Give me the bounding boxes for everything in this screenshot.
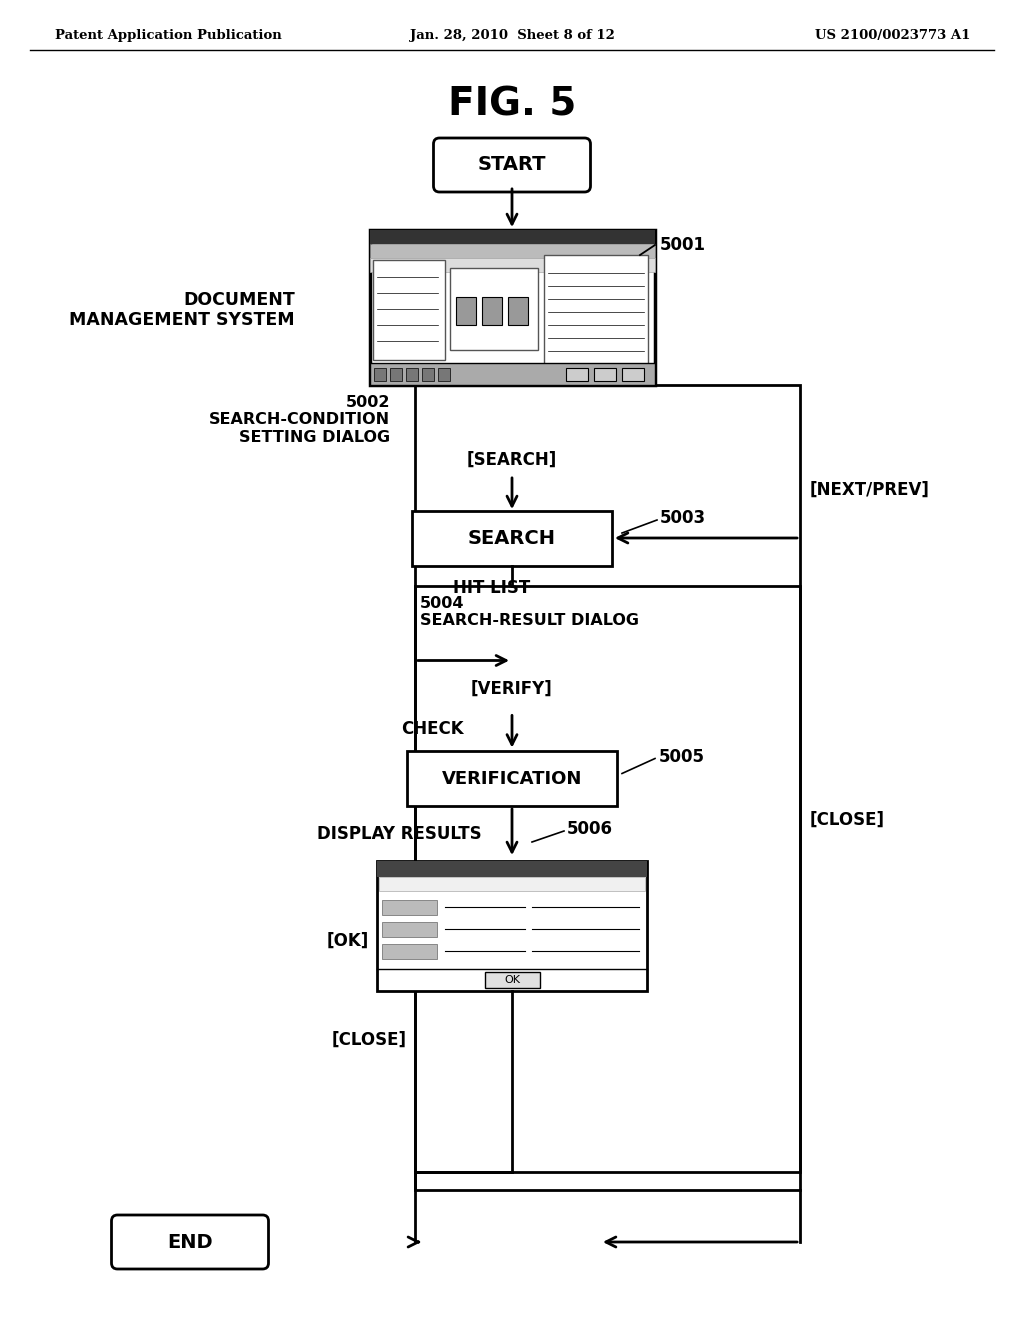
Bar bbox=[377, 861, 647, 991]
Text: US 2100/0023773 A1: US 2100/0023773 A1 bbox=[815, 29, 970, 41]
Bar bbox=[450, 268, 538, 350]
Bar bbox=[373, 260, 444, 360]
Bar bbox=[544, 255, 647, 366]
Text: HIT LIST: HIT LIST bbox=[454, 579, 530, 597]
Text: 5002
SEARCH-CONDITION
SETTING DIALOG: 5002 SEARCH-CONDITION SETTING DIALOG bbox=[209, 395, 390, 445]
Bar bbox=[456, 297, 475, 325]
Text: CHECK: CHECK bbox=[401, 719, 464, 738]
Text: [CLOSE]: [CLOSE] bbox=[810, 810, 885, 829]
Bar bbox=[370, 244, 654, 257]
Bar bbox=[415, 586, 800, 1172]
Text: OK: OK bbox=[504, 975, 520, 985]
Text: DISPLAY RESULTS: DISPLAY RESULTS bbox=[317, 825, 482, 843]
Text: [VERIFY]: [VERIFY] bbox=[471, 680, 553, 697]
Text: SEARCH: SEARCH bbox=[468, 528, 556, 548]
Text: 5004
SEARCH-RESULT DIALOG: 5004 SEARCH-RESULT DIALOG bbox=[420, 595, 639, 628]
Bar bbox=[377, 861, 647, 876]
Text: START: START bbox=[478, 156, 546, 174]
Text: FIG. 5: FIG. 5 bbox=[447, 86, 577, 124]
Bar bbox=[374, 368, 385, 381]
Bar bbox=[406, 368, 418, 381]
Text: 5001: 5001 bbox=[660, 236, 706, 253]
Bar bbox=[437, 368, 450, 381]
Text: DOCUMENT
MANAGEMENT SYSTEM: DOCUMENT MANAGEMENT SYSTEM bbox=[70, 290, 295, 330]
Bar bbox=[382, 921, 437, 937]
Bar bbox=[370, 230, 654, 385]
Text: Jan. 28, 2010  Sheet 8 of 12: Jan. 28, 2010 Sheet 8 of 12 bbox=[410, 29, 614, 41]
Bar bbox=[622, 368, 643, 381]
Bar bbox=[412, 511, 612, 565]
Text: 5005: 5005 bbox=[659, 747, 705, 766]
Bar bbox=[415, 385, 800, 1191]
Text: 5006: 5006 bbox=[567, 820, 613, 838]
FancyBboxPatch shape bbox=[433, 139, 591, 191]
Text: 5003: 5003 bbox=[660, 510, 707, 527]
Bar bbox=[422, 368, 433, 381]
Bar bbox=[565, 368, 588, 381]
Text: [CLOSE]: [CLOSE] bbox=[332, 1031, 407, 1049]
Bar bbox=[379, 876, 645, 891]
Text: Patent Application Publication: Patent Application Publication bbox=[55, 29, 282, 41]
Bar bbox=[389, 368, 401, 381]
Text: [NEXT/PREV]: [NEXT/PREV] bbox=[810, 480, 930, 499]
Bar bbox=[370, 257, 654, 272]
Bar bbox=[508, 297, 527, 325]
Text: [OK]: [OK] bbox=[327, 932, 369, 950]
Text: VERIFICATION: VERIFICATION bbox=[441, 770, 583, 788]
Bar bbox=[484, 972, 540, 987]
Bar bbox=[370, 230, 654, 244]
Text: END: END bbox=[167, 1233, 213, 1251]
Bar bbox=[481, 297, 502, 325]
Bar bbox=[407, 751, 617, 807]
Bar bbox=[370, 363, 654, 385]
Bar bbox=[382, 944, 437, 960]
Text: [SEARCH]: [SEARCH] bbox=[467, 451, 557, 469]
Bar bbox=[382, 900, 437, 915]
FancyBboxPatch shape bbox=[112, 1214, 268, 1269]
Bar bbox=[594, 368, 615, 381]
